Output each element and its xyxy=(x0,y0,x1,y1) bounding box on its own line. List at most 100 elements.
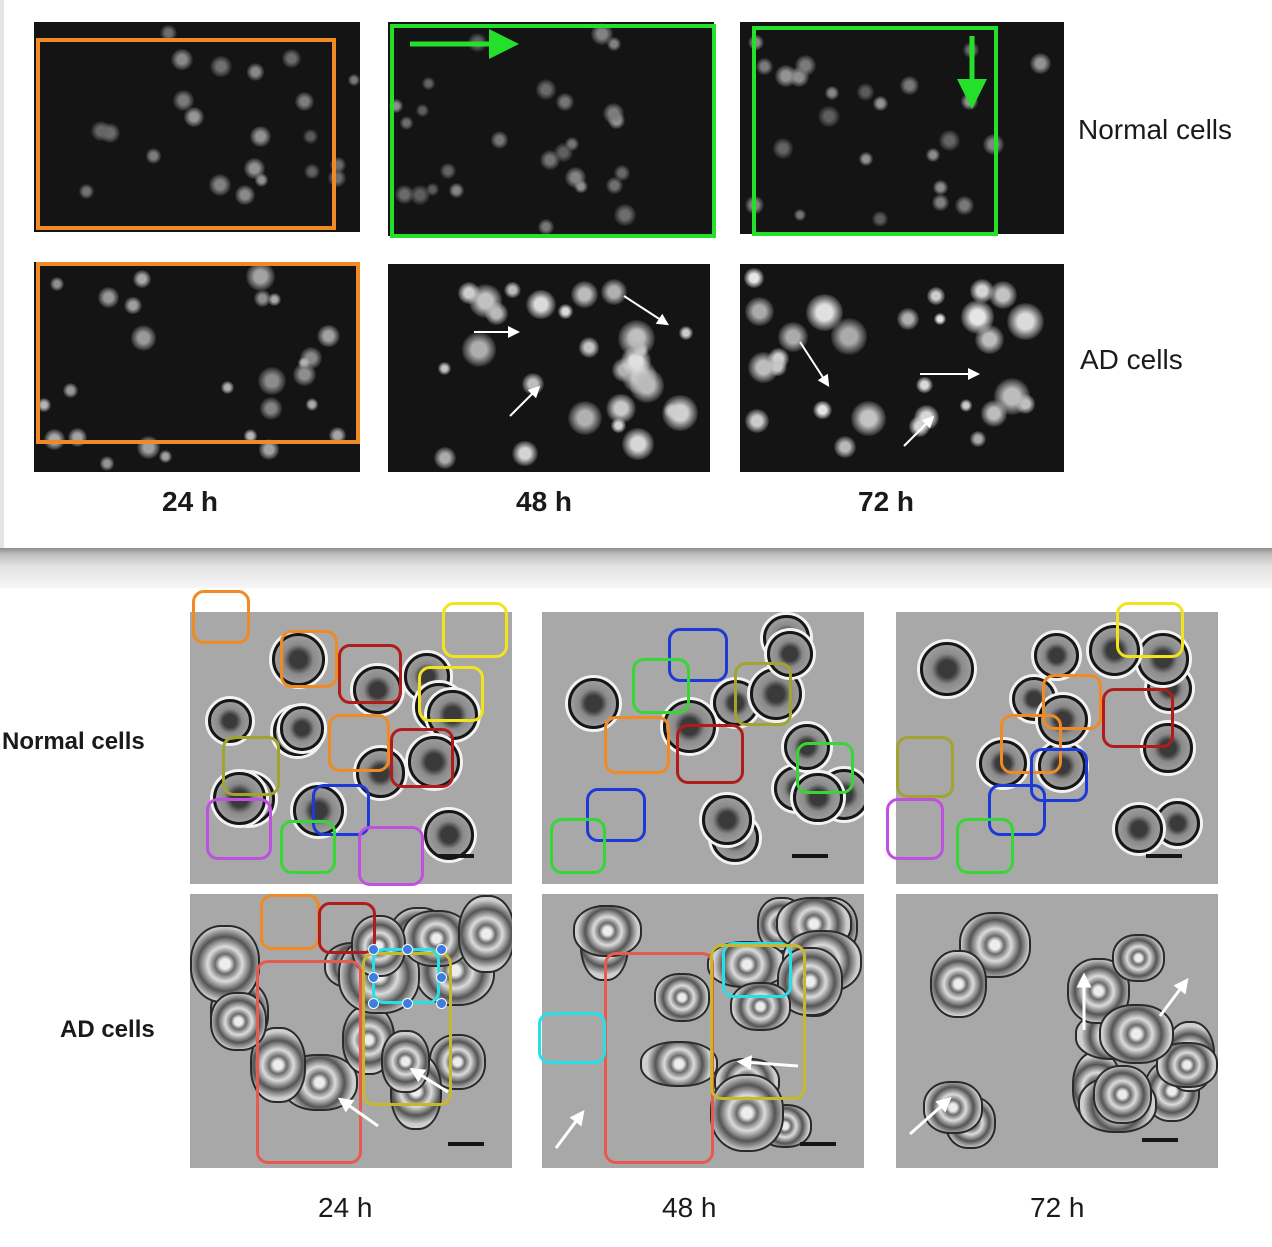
orange-highlight-box xyxy=(36,262,360,444)
nucleus-blob xyxy=(927,286,945,305)
nucleus-blob xyxy=(438,362,451,376)
swollen-cell xyxy=(654,973,711,1022)
col-label-72h: 72 h xyxy=(1030,1192,1085,1223)
nucleus-blob xyxy=(36,398,51,412)
bottom-arrows-overlay xyxy=(337,972,1189,1149)
nucleus-blob xyxy=(932,194,950,212)
nucleus-blob xyxy=(512,440,539,467)
scale-bar xyxy=(1142,1138,1178,1142)
nucleus-blob xyxy=(461,332,497,367)
nucleus-blob xyxy=(925,148,940,163)
nucleus-blob xyxy=(970,431,986,447)
nucleus-blob xyxy=(133,269,152,289)
nucleus-blob xyxy=(871,210,888,227)
fluor-ad-48h xyxy=(388,264,710,472)
selection-handle[interactable] xyxy=(436,972,447,983)
white-arrow xyxy=(909,1097,952,1136)
selection-handle[interactable] xyxy=(436,998,447,1009)
fluorescence-figure: Normal cells AD cells 24 h 48 h 72 h xyxy=(0,0,1272,548)
scale-bar xyxy=(448,1142,484,1146)
bf-normal-24h xyxy=(190,612,512,884)
nucleus-blob xyxy=(621,427,654,460)
swollen-cell xyxy=(709,1074,785,1152)
nucleus-blob xyxy=(245,262,275,292)
green-highlight-box xyxy=(752,26,998,236)
nucleus-blob xyxy=(614,165,631,182)
fluor-normal-24h xyxy=(34,22,360,232)
nucleus-blob xyxy=(830,317,868,355)
blue-cell-box xyxy=(1030,748,1088,802)
swollen-cell xyxy=(1092,1064,1153,1124)
round-cell xyxy=(1143,723,1193,773)
selection-handle[interactable] xyxy=(368,998,379,1009)
white-arrow xyxy=(554,1110,585,1149)
bf-ad-48h xyxy=(542,894,864,1168)
selection-handle[interactable] xyxy=(436,944,447,955)
white-arrow xyxy=(1158,978,1189,1017)
col-label-48h: 48 h xyxy=(662,1192,717,1223)
dark-red-cell-box xyxy=(676,724,744,784)
selection-handle[interactable] xyxy=(368,972,379,983)
nucleus-blob xyxy=(394,184,414,204)
swollen-cell xyxy=(1156,1041,1218,1088)
swollen-cell xyxy=(640,1041,719,1088)
nucleus-blob xyxy=(793,209,806,222)
nucleus-blob xyxy=(601,279,628,306)
white-arrow xyxy=(337,1097,379,1128)
col-label-48h: 48 h xyxy=(516,486,573,517)
nucleus-blob xyxy=(744,268,764,289)
nucleus-blob xyxy=(557,303,574,320)
nucleus-blob xyxy=(537,218,555,235)
nucleus-blob xyxy=(347,74,360,87)
round-cell xyxy=(920,641,974,696)
col-label-24h: 24 h xyxy=(318,1192,373,1223)
swollen-cell xyxy=(1112,933,1166,983)
selection-handle[interactable] xyxy=(402,944,413,955)
nucleus-blob xyxy=(257,367,287,396)
dark-red-cell-box xyxy=(338,644,402,704)
nucleus-blob xyxy=(244,158,265,179)
selection-handle[interactable] xyxy=(368,944,379,955)
orange-cell-box xyxy=(280,630,338,688)
nucleus-blob xyxy=(756,58,774,76)
round-cell xyxy=(1088,624,1141,677)
nucleus-blob xyxy=(896,308,919,331)
white-arrow xyxy=(623,295,670,326)
olive-cell-box xyxy=(896,736,954,798)
nucleus-blob xyxy=(173,90,194,111)
fluor-ad-24h xyxy=(34,262,360,472)
nucleus-blob xyxy=(253,289,272,308)
top-arrows-overlay xyxy=(410,29,987,447)
nucleus-blob xyxy=(858,152,874,167)
nucleus-blob xyxy=(988,280,1017,310)
nucleus-blob xyxy=(834,435,857,458)
orange-cell-box xyxy=(604,716,670,774)
nucleus-blob xyxy=(556,93,574,111)
nucleus-blob xyxy=(960,300,995,334)
nucleus-blob xyxy=(916,377,933,394)
nucleus-blob xyxy=(959,399,973,413)
nucleus-blob xyxy=(970,279,994,303)
nucleus-blob xyxy=(98,286,120,308)
blue-cell-box xyxy=(586,788,646,842)
green-cell-box xyxy=(632,658,690,714)
dark-red-cell-box xyxy=(318,902,376,954)
nucleus-blob xyxy=(606,36,622,52)
nucleus-blob xyxy=(449,183,464,199)
nucleus-blob xyxy=(1006,303,1045,341)
yellow-cell-box xyxy=(442,602,508,658)
green-cell-box xyxy=(956,818,1014,874)
nucleus-blob xyxy=(813,401,832,420)
nucleus-blob xyxy=(440,163,457,179)
nucleus-blob xyxy=(775,65,797,87)
nucleus-blob xyxy=(856,82,875,101)
nucleus-blob xyxy=(491,131,509,149)
nucleus-blob xyxy=(91,121,111,141)
nucleus-blob xyxy=(235,184,256,205)
selection-handle[interactable] xyxy=(402,998,413,1009)
row-label-normal: Normal cells xyxy=(2,728,145,755)
nucleus-blob xyxy=(421,77,435,90)
white-arrow xyxy=(509,385,541,417)
round-cell xyxy=(1137,632,1190,685)
round-cell xyxy=(1114,805,1163,854)
